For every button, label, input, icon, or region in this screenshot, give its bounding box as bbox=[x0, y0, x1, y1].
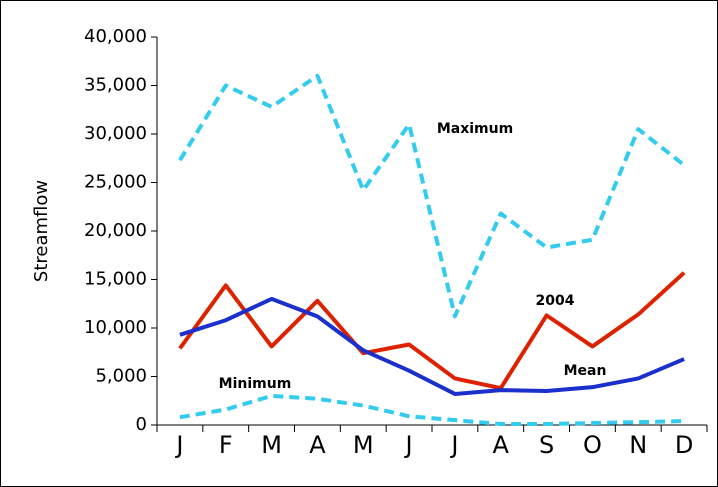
x-tick-label: M bbox=[261, 431, 282, 459]
y-tick-label: 30,000 bbox=[84, 123, 147, 144]
series-line bbox=[179, 393, 685, 427]
x-tick-label: F bbox=[219, 431, 233, 459]
series-line bbox=[179, 296, 685, 396]
series-label: Maximum bbox=[437, 121, 513, 137]
y-axis-label: Streamflow bbox=[31, 180, 52, 282]
series-label: 2004 bbox=[536, 293, 575, 309]
y-tick-label: 15,000 bbox=[84, 269, 147, 290]
x-tick-label: N bbox=[629, 431, 647, 459]
y-tick-label: 10,000 bbox=[84, 317, 147, 338]
y-tick-label: 25,000 bbox=[84, 172, 147, 193]
x-tick-label: J bbox=[174, 431, 183, 459]
x-tick-label: A bbox=[493, 431, 510, 459]
x-tick-label: J bbox=[449, 431, 458, 459]
x-tick-label: O bbox=[583, 431, 602, 459]
y-tick-label: 5,000 bbox=[95, 366, 147, 387]
series-line bbox=[178, 271, 686, 391]
x-tick-label: M bbox=[353, 431, 374, 459]
series-line bbox=[178, 73, 686, 319]
y-tick-label: 40,000 bbox=[84, 26, 147, 47]
x-tick-label: D bbox=[675, 431, 693, 459]
x-tick-label: J bbox=[404, 431, 413, 459]
y-tick-label: 35,000 bbox=[84, 75, 147, 96]
y-tick-label: 20,000 bbox=[84, 220, 147, 241]
series-label: Minimum bbox=[219, 376, 292, 392]
y-tick-label: 0 bbox=[136, 414, 147, 435]
series-label: Mean bbox=[564, 363, 607, 379]
x-tick-label: S bbox=[539, 431, 554, 459]
x-tick-label: A bbox=[309, 431, 326, 459]
